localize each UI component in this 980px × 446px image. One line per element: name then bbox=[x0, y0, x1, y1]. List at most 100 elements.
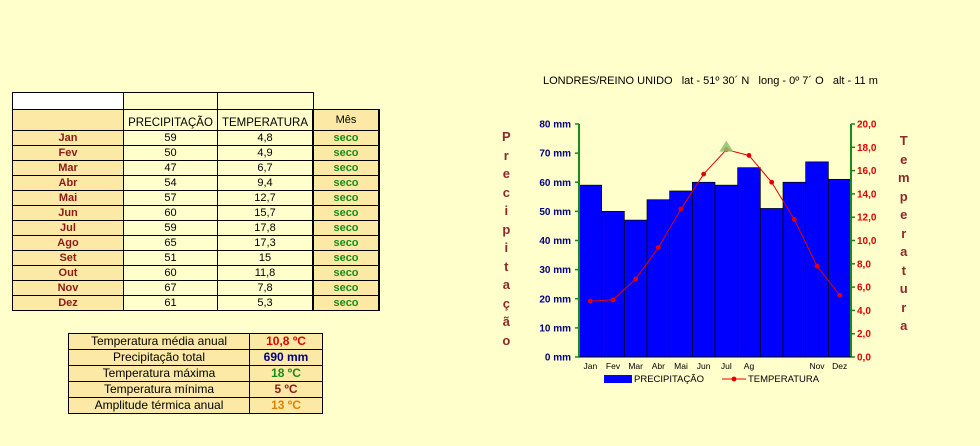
cell[interactable] bbox=[12, 92, 124, 110]
status-cell[interactable]: seco bbox=[312, 220, 380, 236]
month-cell[interactable]: Mar bbox=[12, 160, 124, 176]
month-cell[interactable]: Out bbox=[12, 265, 124, 281]
axis-label-letter: r bbox=[901, 225, 907, 241]
precip-cell[interactable]: 57 bbox=[123, 190, 218, 206]
precip-bar bbox=[601, 211, 625, 358]
temp-point bbox=[769, 179, 775, 185]
axis-label-letter: a bbox=[900, 244, 908, 259]
axis-label-letter: c bbox=[502, 184, 510, 200]
month-cell[interactable]: Fev bbox=[12, 145, 124, 161]
axis-label-letter: t bbox=[504, 258, 509, 274]
table-row: Nov 67 7,8 seco bbox=[12, 280, 380, 296]
axis-label-letter: e bbox=[502, 166, 510, 181]
x-tick-label: Mai bbox=[674, 361, 688, 371]
legend-swatch-precip bbox=[604, 375, 632, 383]
status-cell[interactable]: seco bbox=[312, 235, 380, 251]
legend-label-precip: PRECIPITAÇÃO bbox=[634, 374, 704, 385]
table-row: Mai 57 12,7 seco bbox=[12, 190, 380, 206]
month-cell[interactable]: Abr bbox=[12, 175, 124, 191]
axis-label-letter: ã bbox=[502, 314, 510, 329]
axis-label-letter: i bbox=[504, 203, 509, 218]
axis-label-letter: o bbox=[502, 332, 511, 348]
axis-label-letter: m bbox=[898, 170, 910, 185]
status-cell[interactable]: seco bbox=[312, 280, 380, 296]
table-row: Mar 47 6,7 seco bbox=[12, 160, 380, 176]
y2-tick-label: 20,0 bbox=[857, 120, 877, 131]
axis-label-letter: t bbox=[901, 262, 906, 278]
precip-bar bbox=[759, 208, 784, 358]
climate-table: PRECIPITAÇÃO TEMPERATURA Mês Jan 59 4,8 sec… bbox=[12, 92, 380, 311]
table-row: Jan 59 4,8 seco bbox=[12, 130, 380, 146]
axis-label-letter: P bbox=[502, 129, 511, 144]
status-cell[interactable]: seco bbox=[312, 265, 380, 281]
status-cell[interactable]: seco bbox=[312, 295, 380, 311]
precip-bar bbox=[623, 219, 648, 358]
summary-value[interactable]: 10,8 ºC bbox=[249, 333, 323, 350]
summary-value[interactable]: 18 ºC bbox=[249, 365, 323, 382]
temp-point bbox=[837, 292, 843, 298]
summary-value[interactable]: 13 ºC bbox=[249, 397, 323, 414]
col-header-temp[interactable]: TEMPERATURA bbox=[217, 109, 314, 131]
y-tick-label: 10 mm bbox=[539, 323, 571, 334]
precip-bar bbox=[691, 181, 716, 358]
temp-cell[interactable]: 5,3 bbox=[217, 295, 314, 311]
x-tick-label: Jan bbox=[583, 361, 597, 371]
axis-label-letter: ç bbox=[502, 295, 510, 311]
status-cell[interactable]: seco bbox=[312, 130, 380, 146]
cell[interactable] bbox=[12, 109, 124, 131]
axis-label-letter: u bbox=[899, 281, 908, 296]
precip-cell[interactable]: 67 bbox=[123, 280, 218, 296]
temp-point bbox=[814, 263, 820, 269]
axis-label-letter: a bbox=[900, 318, 908, 333]
y-tick-label: 60 mm bbox=[539, 178, 571, 189]
month-cell[interactable]: Dez bbox=[12, 295, 124, 311]
precip-cell[interactable]: 59 bbox=[123, 130, 218, 146]
y2-tick-label: 0,0 bbox=[857, 353, 871, 364]
precip-bar bbox=[782, 181, 807, 358]
y-tick-label: 0 mm bbox=[545, 353, 571, 364]
y2-tick-label: 18,0 bbox=[857, 143, 877, 154]
summary-label[interactable]: Amplitude térmica anual bbox=[68, 397, 250, 414]
status-cell[interactable]: seco bbox=[312, 145, 380, 161]
y-tick-label: 40 mm bbox=[539, 236, 571, 247]
status-cell[interactable]: seco bbox=[312, 205, 380, 221]
status-cell[interactable]: seco bbox=[312, 250, 380, 266]
x-tick-label: Dez bbox=[832, 361, 847, 371]
precip-bar bbox=[578, 184, 603, 358]
x-tick-label: Ag bbox=[744, 361, 755, 371]
precip-cell[interactable]: 61 bbox=[123, 295, 218, 311]
y-tick-label: 20 mm bbox=[539, 294, 571, 305]
temp-cell[interactable]: 7,8 bbox=[217, 280, 314, 296]
axis-label-letter: r bbox=[901, 299, 907, 315]
summary-row: Temperatura média anual 10,8 ºC bbox=[68, 333, 323, 350]
y-tick-label: 70 mm bbox=[539, 149, 571, 160]
legend: PRECIPITAÇÃO TEMPERATURA bbox=[604, 374, 820, 385]
y2-tick-label: 6,0 bbox=[857, 283, 871, 294]
temp-point bbox=[791, 217, 797, 222]
status-cell[interactable]: seco bbox=[312, 160, 380, 176]
x-tick-label: Jun bbox=[697, 361, 711, 371]
y-tick-label: 80 mm bbox=[539, 120, 571, 131]
y2-tick-label: 4,0 bbox=[857, 306, 871, 317]
y2-tick-label: 16,0 bbox=[857, 166, 877, 177]
axis-label-letter: a bbox=[502, 277, 510, 292]
y2-tick-label: 12,0 bbox=[857, 213, 877, 224]
temp-point bbox=[701, 171, 707, 177]
temp-cell[interactable]: 17,8 bbox=[217, 220, 314, 236]
precip-bar bbox=[714, 184, 739, 358]
legend-label-temp: TEMPERATURA bbox=[748, 374, 820, 385]
x-tick-label: Fev bbox=[606, 361, 621, 371]
axis-label-letter: e bbox=[900, 151, 908, 167]
temp-point bbox=[678, 206, 684, 212]
summary-value[interactable]: 5 ºC bbox=[249, 381, 323, 398]
x-tick-label: Jul bbox=[721, 361, 732, 371]
summary-value[interactable]: 690 mm bbox=[249, 349, 323, 366]
col-header-mes[interactable]: Mês bbox=[312, 109, 380, 131]
summary-label[interactable]: Precipitação total bbox=[68, 349, 250, 366]
y2-tick-label: 2,0 bbox=[857, 329, 871, 340]
axis-label-letter: T bbox=[899, 133, 908, 148]
summary-table: Temperatura média anual 10,8 ºC Precipitaç… bbox=[68, 333, 323, 414]
precip-bar bbox=[669, 190, 693, 358]
